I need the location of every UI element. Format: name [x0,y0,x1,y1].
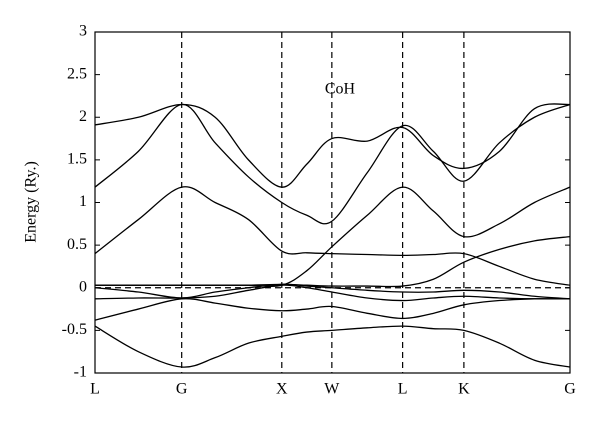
y-tick-label: 2 [79,108,87,125]
y-tick-label: 3 [79,23,87,40]
y-tick-label: 2.5 [67,65,87,82]
band-line [94,284,571,302]
band-line [94,298,571,321]
x-tick-label: X [276,381,288,398]
y-tick-label: 0 [79,278,87,295]
y-tick-label: -0.5 [62,321,87,338]
y-tick-label: 0.5 [67,236,87,253]
annotation: CoH [325,81,356,98]
x-tick-label: L [398,381,408,398]
x-tick-label: W [324,381,340,398]
x-tick-label: K [458,381,470,398]
band-line [94,103,571,225]
x-tick-label: G [564,381,576,398]
y-tick-label: 1.5 [67,151,87,168]
plot-frame [94,31,571,374]
band-line [95,186,571,287]
x-tick-label: L [90,381,100,398]
band-line [94,283,571,300]
x-tick-label: G [176,381,188,398]
band-line [94,325,571,368]
band-line [94,103,571,188]
y-axis-label: Energy (Ry.) [23,161,40,243]
y-tick-label: 1 [79,193,87,210]
band-line [95,235,571,288]
band-line [94,186,571,286]
y-tick-label: -1 [74,364,87,381]
